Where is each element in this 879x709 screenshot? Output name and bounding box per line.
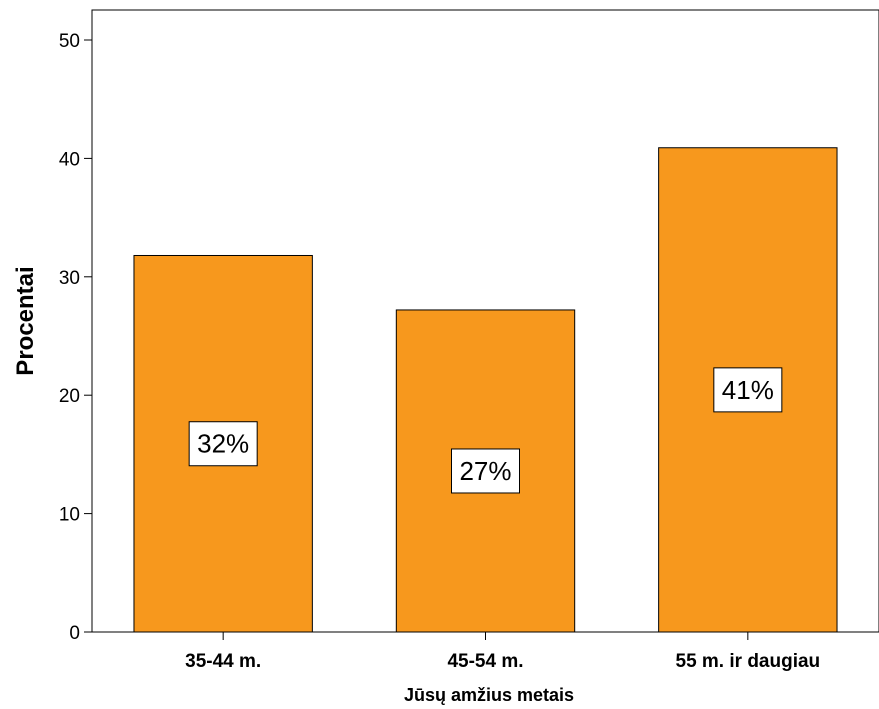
x-axis: 35-44 m. 45-54 m. 55 m. ir daugiau [185, 632, 820, 672]
data-label-box [188, 421, 258, 467]
y-tick-label: 40 [59, 149, 80, 170]
y-axis: 0 10 20 30 40 50 [59, 31, 92, 644]
data-label-box [451, 448, 520, 494]
y-tick-label: 30 [59, 268, 80, 289]
data-label-box [713, 367, 783, 413]
data-label: 27% [459, 456, 511, 486]
y-tick-label: 0 [69, 623, 80, 644]
y-tick-label: 50 [59, 31, 80, 52]
x-tick-label: 35-44 m. [185, 651, 261, 672]
y-tick-label: 20 [59, 386, 80, 407]
y-axis-title: Procentai [12, 266, 39, 375]
data-label: 41% [722, 375, 774, 405]
x-tick-label: 45-54 m. [447, 651, 523, 672]
bars: 32% 27% 41% [133, 147, 838, 633]
x-axis-title: Jūsų amžius metais [404, 685, 574, 705]
y-tick-label: 10 [59, 505, 80, 526]
x-tick-label: 55 m. ir daugiau [676, 651, 821, 672]
data-label: 32% [197, 429, 249, 459]
